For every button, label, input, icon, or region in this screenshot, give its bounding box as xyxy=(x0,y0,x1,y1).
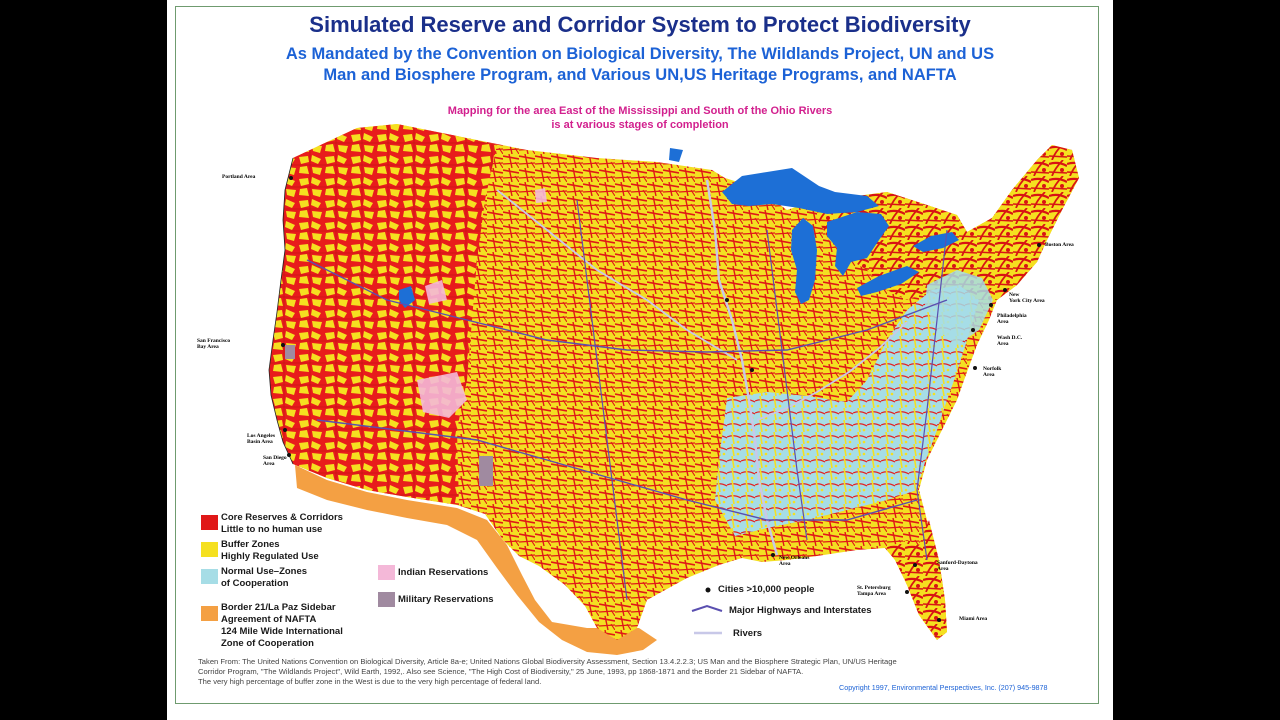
city-dot xyxy=(913,563,917,567)
source-line-3: The very high percentage of buffer zone … xyxy=(198,677,542,686)
city-label-tampa: St. Petersburg Tampa Area xyxy=(857,585,891,597)
city-dot xyxy=(750,368,754,372)
city-dot xyxy=(283,428,287,432)
legend-swatch-indian xyxy=(378,565,395,580)
city-label-sd: San Diego Area xyxy=(263,455,287,467)
city-label-sf: San Francisco Bay Area xyxy=(197,338,231,350)
completion-note-line-1: Mapping for the area East of the Mississ… xyxy=(447,105,833,117)
city-dot xyxy=(937,618,941,622)
legend-label-buffer: Buffer Zones Highly Regulated Use xyxy=(221,539,319,562)
legend-city-dot xyxy=(705,587,711,593)
completion-note-line-2: is at various stages of completion xyxy=(551,119,729,131)
northeast-cooperation-patch xyxy=(925,270,993,345)
city-label-norfolk: Norfolk Area xyxy=(983,366,1002,378)
lake-superior xyxy=(722,168,879,214)
lake-huron xyxy=(827,212,889,276)
legend-swatch-buffer xyxy=(201,542,218,557)
city-dot xyxy=(971,328,975,332)
mississippi-river xyxy=(705,179,779,556)
legend-label-core: Core Reserves & Corridors Little to no h… xyxy=(221,512,343,535)
legend-swatch-core xyxy=(201,515,218,530)
border21-zone xyxy=(295,465,657,655)
completion-note: Mapping for the area East of the Mississ… xyxy=(167,104,1113,132)
city-label-miami: Miami Area xyxy=(959,616,988,622)
city-label-neworleans: New Orleans Area xyxy=(779,555,810,567)
pacific-coastline xyxy=(268,157,294,465)
legend-label-border21: Border 21/La Paz Sidebar Agreement of NA… xyxy=(221,602,343,649)
us-reserve-map xyxy=(201,124,1079,655)
ohio-river xyxy=(756,321,908,421)
city-markers xyxy=(281,176,1041,622)
legend-label-rivers: Rivers xyxy=(733,628,763,639)
city-label-dc: Wash D.C. Area xyxy=(997,335,1023,347)
legend-label-cities: Cities >10,000 people xyxy=(718,584,815,595)
subtitle-line-2: Man and Biosphere Program, and Various U… xyxy=(323,66,957,84)
city-dot xyxy=(973,366,977,370)
city-dot xyxy=(989,303,993,307)
copyright-notice: Copyright 1997, Environmental Perspectiv… xyxy=(839,683,1048,692)
city-dot xyxy=(771,553,775,557)
city-label-boston: Boston Area xyxy=(1045,242,1074,248)
indian-reservation-2 xyxy=(425,280,447,304)
indian-reservation-1 xyxy=(417,372,467,418)
legend-label-highways: Major Highways and Interstates xyxy=(729,605,872,616)
missouri-river xyxy=(496,189,738,361)
city-dot xyxy=(905,590,909,594)
legend-highway-line xyxy=(691,604,723,612)
city-label-nyc: New York City Area xyxy=(1009,292,1045,304)
interstate-5 xyxy=(916,229,948,561)
interstate-3 xyxy=(576,199,628,601)
city-label-daytona: Sanford-Daytona Area xyxy=(937,560,978,572)
florida-zone xyxy=(885,520,947,640)
military-reservation-2 xyxy=(285,345,295,359)
indian-reservation-3 xyxy=(535,188,547,203)
city-dot xyxy=(1037,243,1041,247)
lake-erie xyxy=(857,266,919,296)
interstate-4 xyxy=(766,229,808,541)
legend-swatch-normal xyxy=(201,569,218,584)
military-reservation-1 xyxy=(479,456,493,486)
map-subtitle: As Mandated by the Convention on Biologi… xyxy=(167,44,1113,86)
map-title: Simulated Reserve and Corridor System to… xyxy=(309,12,971,37)
map-poster: Simulated Reserve and Corridor System to… xyxy=(167,0,1113,720)
legend-swatch-border21 xyxy=(201,606,218,621)
legend-label-military: Military Reservations xyxy=(398,594,494,605)
southeast-cooperation-zone xyxy=(715,285,979,536)
city-dot xyxy=(289,176,293,180)
lake-of-the-woods xyxy=(669,148,683,162)
eastern-zone xyxy=(817,145,1079,300)
interstate-1 xyxy=(306,259,948,353)
poster-border xyxy=(175,6,1099,704)
source-line-2: Corridor Program, "The Wildlands Project… xyxy=(198,667,804,676)
great-salt-lake xyxy=(399,286,415,308)
city-label-portland: Portland Area xyxy=(222,174,256,180)
lake-michigan xyxy=(791,218,817,304)
source-citation: Taken From: The United Nations Conventio… xyxy=(198,657,1078,687)
interstate-2 xyxy=(316,419,918,521)
city-dot xyxy=(725,298,729,302)
city-dot xyxy=(281,343,285,347)
legend-label-indian: Indian Reservations xyxy=(398,567,489,578)
source-line-1: Taken From: The United Nations Conventio… xyxy=(198,657,897,666)
legend-label-normal: Normal Use–Zones of Cooperation xyxy=(221,566,308,589)
subtitle-line-1: As Mandated by the Convention on Biologi… xyxy=(285,45,995,63)
legend-swatch-military xyxy=(378,592,395,607)
lake-ontario xyxy=(913,232,959,252)
city-label-phil: Philadelphia Area xyxy=(997,313,1027,325)
city-label-la: Los Angeles Basin Area xyxy=(247,433,275,445)
city-dot xyxy=(287,453,291,457)
city-dot xyxy=(1003,288,1007,292)
